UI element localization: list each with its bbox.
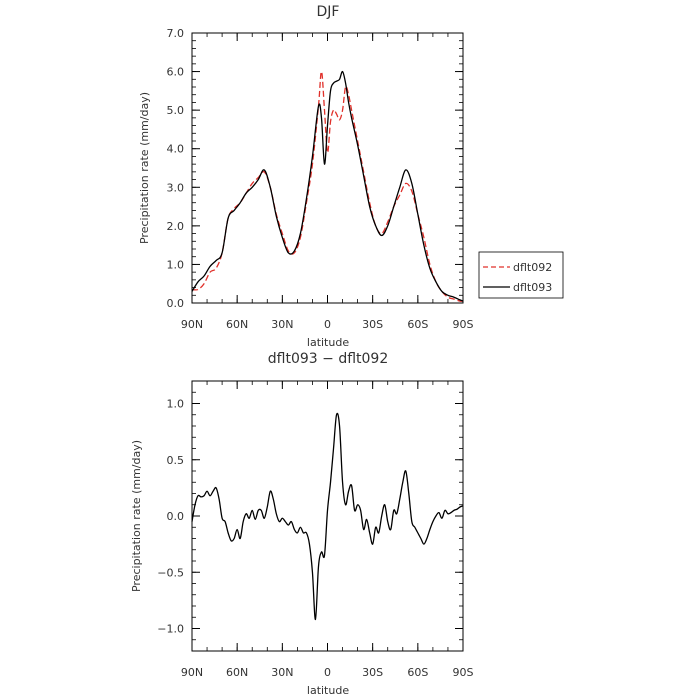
x-tick-label: 60S — [407, 318, 428, 331]
bottom-series-lines — [191, 412, 464, 621]
top-panel: DJF 90N 60N 30N 0 30S 60S 90S 0.0 1.0 2.0 3.0 4.0 5… — [138, 4, 474, 349]
x-tick-label: 60N — [226, 666, 248, 679]
x-tick-label: 30N — [271, 666, 293, 679]
top-chart-title: DJF — [317, 4, 340, 20]
legend: dflt092 dflt093 — [478, 251, 564, 299]
y-tick-label: 7.0 — [167, 27, 185, 40]
top-y-axis-label: Precipitation rate (mm/day) — [138, 92, 151, 244]
y-tick-label: 0.0 — [167, 510, 185, 523]
x-tick-label: 90S — [453, 318, 474, 331]
y-tick-label: −1.0 — [157, 623, 184, 636]
top-y-tick-labels: 0.0 1.0 2.0 3.0 4.0 5.0 6.0 7.0 — [167, 27, 185, 310]
y-tick-label: −0.5 — [157, 566, 184, 579]
x-tick-label: 30S — [362, 666, 383, 679]
bottom-x-axis-label: latitude — [307, 684, 349, 697]
y-tick-label: 3.0 — [167, 181, 185, 194]
bottom-y-tick-labels: −1.0 −0.5 0.0 0.5 1.0 — [157, 398, 184, 636]
x-tick-label: 60S — [407, 666, 428, 679]
y-tick-label: 4.0 — [167, 143, 185, 156]
bottom-plot-frame — [191, 380, 464, 652]
legend-box — [478, 251, 564, 299]
x-tick-label: 90S — [453, 666, 474, 679]
y-tick-label: 1.0 — [167, 398, 185, 411]
y-tick-label: 5.0 — [167, 104, 185, 117]
x-tick-label: 90N — [181, 666, 203, 679]
y-tick-label: 0.5 — [167, 454, 185, 467]
series-line — [191, 412, 464, 621]
x-tick-label: 60N — [226, 318, 248, 331]
top-ticks — [191, 32, 464, 304]
top-series-lines — [191, 70, 464, 302]
legend-label-dflt092: dflt092 — [513, 261, 552, 274]
bottom-panel: dflt093 − dflt092 90N 60N 30N 0 30S 60S 90S −1… — [130, 351, 474, 697]
bottom-y-axis-label: Precipitation rate (mm/day) — [130, 440, 143, 592]
y-tick-label: 2.0 — [167, 220, 185, 233]
top-x-axis-label: latitude — [307, 336, 349, 349]
series-line-dflt092 — [191, 70, 464, 302]
y-tick-label: 1.0 — [167, 258, 185, 271]
bottom-x-tick-labels: 90N 60N 30N 0 30S 60S 90S — [181, 666, 474, 679]
x-tick-label: 90N — [181, 318, 203, 331]
x-tick-label: 0 — [324, 318, 331, 331]
y-tick-label: 6.0 — [167, 66, 185, 79]
x-tick-label: 0 — [324, 666, 331, 679]
bottom-chart-title: dflt093 − dflt092 — [268, 351, 388, 367]
top-x-tick-labels: 90N 60N 30N 0 30S 60S 90S — [181, 318, 474, 331]
top-plot-frame — [191, 32, 464, 304]
y-tick-label: 0.0 — [167, 297, 185, 310]
legend-label-dflt093: dflt093 — [513, 281, 552, 294]
x-tick-label: 30N — [271, 318, 293, 331]
series-line-dflt093 — [191, 70, 464, 302]
x-tick-label: 30S — [362, 318, 383, 331]
